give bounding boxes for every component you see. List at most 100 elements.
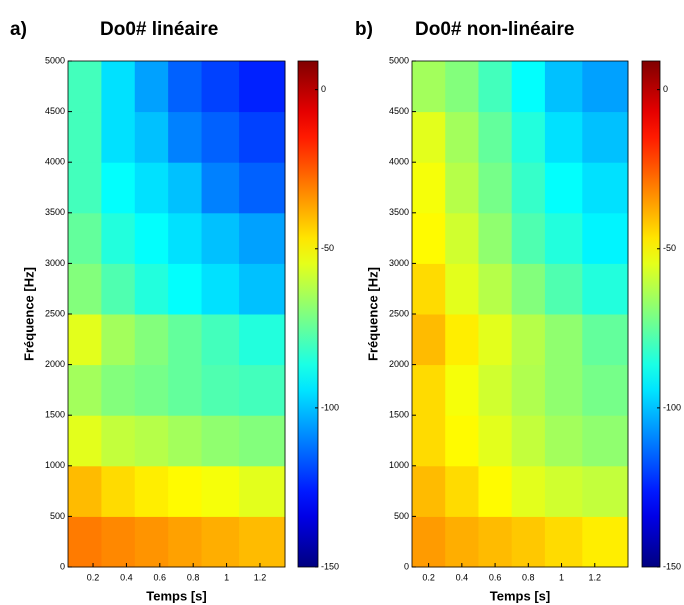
heat-cell (101, 61, 136, 113)
heat-cell (478, 465, 513, 517)
heat-cell (101, 314, 136, 366)
heat-cell (445, 516, 479, 568)
heat-cell (201, 364, 240, 416)
heat-cell (511, 516, 546, 568)
heat-cell (239, 263, 286, 315)
heat-cell (544, 465, 583, 517)
heat-cell (412, 162, 446, 214)
colorbar-tick-label: -150 (663, 561, 681, 571)
x-axis-label: Temps [s] (490, 588, 550, 603)
heat-cell (201, 111, 240, 163)
heat-cell (134, 263, 169, 315)
heat-cell (168, 465, 203, 517)
y-tick-label: 0 (404, 561, 409, 571)
heat-cell (582, 465, 629, 517)
heat-cell (582, 263, 629, 315)
y-tick-label: 3000 (389, 258, 409, 268)
heat-cell (134, 415, 169, 467)
heat-cell (511, 465, 546, 517)
y-tick-label: 5000 (45, 55, 65, 65)
heat-cell (582, 364, 629, 416)
heat-cell (101, 263, 136, 315)
y-tick-label: 4500 (389, 106, 409, 116)
heat-cell (134, 516, 169, 568)
colorbar-tick-label: -50 (321, 243, 334, 253)
heat-cell (544, 314, 583, 366)
x-tick-label: 1 (559, 572, 564, 582)
heat-cell (239, 212, 286, 264)
heat-cell (412, 263, 446, 315)
x-tick-label: 0.6 (154, 572, 167, 582)
heat-cell (582, 111, 629, 163)
heat-cell (201, 415, 240, 467)
heat-cell (134, 314, 169, 366)
heat-cell (134, 162, 169, 214)
heat-cell (168, 263, 203, 315)
heat-cell (511, 263, 546, 315)
heat-cell (445, 364, 479, 416)
panel-label: a) (10, 19, 27, 40)
colorbar-tick-label: 0 (321, 84, 326, 94)
heat-cell (68, 263, 102, 315)
y-tick-label: 5000 (389, 55, 409, 65)
x-tick-label: 0.2 (422, 572, 435, 582)
heat-cell (544, 111, 583, 163)
y-tick-label: 4500 (45, 106, 65, 116)
heat-cell (68, 516, 102, 568)
y-tick-label: 1000 (389, 460, 409, 470)
heat-cell (201, 212, 240, 264)
heat-cell (412, 111, 446, 163)
heat-cell (134, 212, 169, 264)
heat-cell (101, 415, 136, 467)
x-tick-label: 1.2 (589, 572, 602, 582)
heat-cell (101, 364, 136, 416)
y-axis-label: Fréquence [Hz] (21, 267, 36, 361)
heat-cell (544, 212, 583, 264)
heat-cell (101, 212, 136, 264)
heat-cell (239, 516, 286, 568)
heat-cell (201, 162, 240, 214)
heat-cell (544, 364, 583, 416)
heat-cell (201, 314, 240, 366)
heat-cell (445, 314, 479, 366)
heat-cell (412, 61, 446, 113)
x-tick-label: 1 (224, 572, 229, 582)
heat-cell (239, 415, 286, 467)
heat-cell (412, 314, 446, 366)
y-tick-label: 3500 (389, 207, 409, 217)
heat-cell (134, 364, 169, 416)
colorbar-tick-label: -50 (663, 243, 676, 253)
x-tick-label: 0.6 (489, 572, 502, 582)
heat-cell (68, 415, 102, 467)
heat-cell (445, 465, 479, 517)
y-tick-label: 1500 (389, 410, 409, 420)
heat-cell (582, 212, 629, 264)
heat-cell (511, 162, 546, 214)
heat-cell (101, 516, 136, 568)
y-tick-label: 2000 (389, 359, 409, 369)
heat-cell (445, 263, 479, 315)
heat-cell (68, 465, 102, 517)
heat-cell (239, 111, 286, 163)
colorbar-tick-label: 0 (663, 84, 668, 94)
y-tick-label: 2500 (45, 308, 65, 318)
heat-cell (101, 465, 136, 517)
heat-cell (478, 162, 513, 214)
x-tick-label: 1.2 (254, 572, 267, 582)
y-tick-label: 500 (394, 511, 409, 521)
heat-cell (445, 162, 479, 214)
y-tick-label: 3000 (45, 258, 65, 268)
x-tick-label: 0.8 (522, 572, 535, 582)
heat-cell (168, 364, 203, 416)
heat-cell (68, 162, 102, 214)
heat-cell (201, 263, 240, 315)
y-tick-label: 1000 (45, 460, 65, 470)
heat-cell (168, 212, 203, 264)
heat-cell (582, 162, 629, 214)
heat-cell (134, 61, 169, 113)
heat-cell (511, 415, 546, 467)
heat-cell (101, 111, 136, 163)
heat-cell (68, 111, 102, 163)
heat-cell (478, 61, 513, 113)
